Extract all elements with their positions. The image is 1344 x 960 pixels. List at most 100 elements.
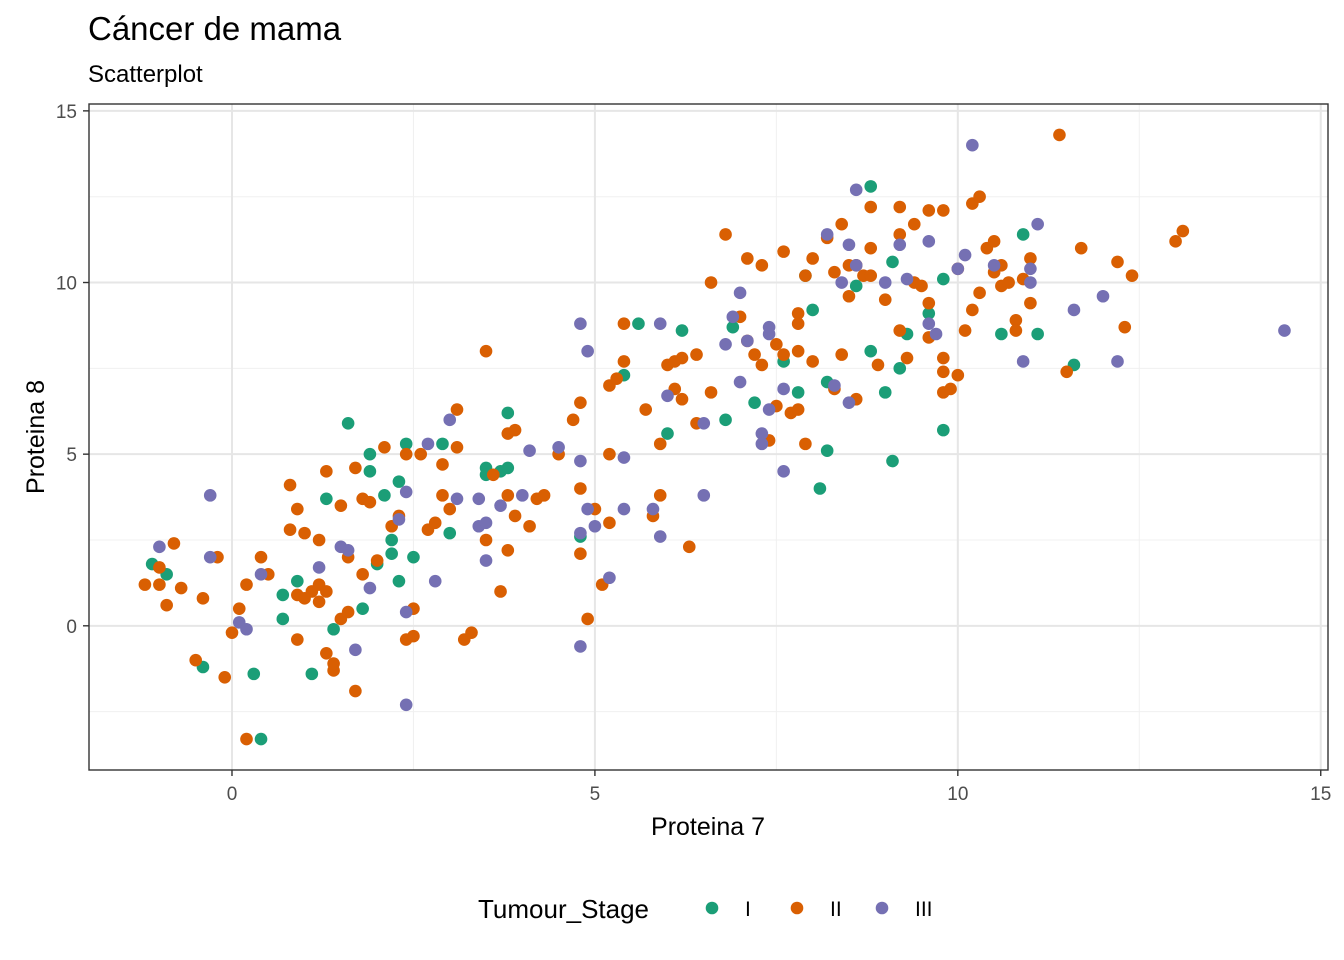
data-point [581,612,594,626]
data-point [1024,276,1037,289]
data-point [653,317,667,331]
data-point [1278,324,1291,337]
data-point [1016,228,1030,241]
data-point [552,440,565,454]
data-point [1118,320,1132,334]
y-axis-title: Proteina 8 [22,380,50,494]
data-point [922,307,936,320]
data-point [523,444,536,458]
x-axis-title: Proteina 7 [651,813,765,841]
data-point [1024,296,1037,310]
data-point [450,403,464,416]
data-point [813,482,827,495]
data-point [291,633,304,646]
data-point [153,540,166,554]
data-point [1111,355,1124,368]
data-point [1002,276,1015,289]
data-point [617,502,631,516]
data-point [922,204,936,217]
data-point [741,334,754,348]
data-point [893,324,907,337]
data-point [828,379,841,392]
data-point [937,423,950,437]
data-point [283,478,297,492]
data-point [1053,128,1066,142]
data-points [138,128,1291,746]
data-point [610,372,623,385]
x-tick-label: 10 [947,784,968,805]
data-point [864,344,878,358]
legend-label-II: II [830,898,842,921]
data-point [399,605,413,619]
data-point [878,293,892,306]
y-tick-label: 10 [56,274,77,295]
data-point [320,646,333,660]
data-point [1024,252,1037,265]
data-point [1009,324,1023,337]
data-point [312,533,326,547]
data-point [871,358,885,372]
data-point [820,228,834,241]
data-point [479,344,493,358]
data-point [320,492,333,506]
data-point [791,307,805,320]
data-point [196,592,210,605]
data-point [777,465,790,478]
data-point [378,489,391,502]
data-point [661,389,674,403]
data-point [153,561,166,574]
data-point [799,437,812,451]
data-point [465,626,478,639]
data-point [588,519,602,533]
data-point [494,499,507,512]
data-point [777,382,790,396]
data-point [900,351,914,365]
data-point [617,355,631,368]
data-point [726,310,740,324]
data-point [806,252,819,265]
data-point [218,671,232,684]
data-point [516,489,529,502]
data-point [160,598,173,612]
panel-background [89,104,1328,770]
data-point [922,317,936,331]
data-point [443,502,457,516]
data-point [349,643,362,657]
chart-subtitle: Scatterplot [88,61,203,88]
y-axis: 0 5 10 15 [56,102,89,638]
data-point [399,447,413,461]
data-point [421,437,435,451]
data-point [1176,224,1190,238]
data-point [951,262,965,276]
data-point [501,406,515,420]
data-point [254,732,268,746]
data-point [189,653,202,667]
data-point [153,578,166,591]
data-point [617,317,631,331]
data-point [835,217,848,231]
y-tick-label: 15 [56,102,77,123]
data-point [392,475,406,488]
data-point [291,502,304,516]
data-point [762,403,776,416]
data-point [653,489,667,502]
data-point [733,375,747,389]
y-tick-label: 0 [66,617,77,638]
data-point [770,338,783,351]
data-point [726,320,740,334]
data-point [479,516,493,530]
data-point [254,568,268,581]
y-tick-label: 5 [66,445,77,466]
legend-key-II [790,901,804,915]
data-point [320,585,333,598]
data-point [232,602,246,615]
data-point [849,259,863,272]
data-point [291,574,304,588]
data-point [719,228,732,241]
data-point [849,279,863,293]
data-point [893,228,907,241]
data-point [428,516,442,530]
data-point [581,344,594,358]
data-point [900,272,914,286]
data-point [1060,365,1073,379]
